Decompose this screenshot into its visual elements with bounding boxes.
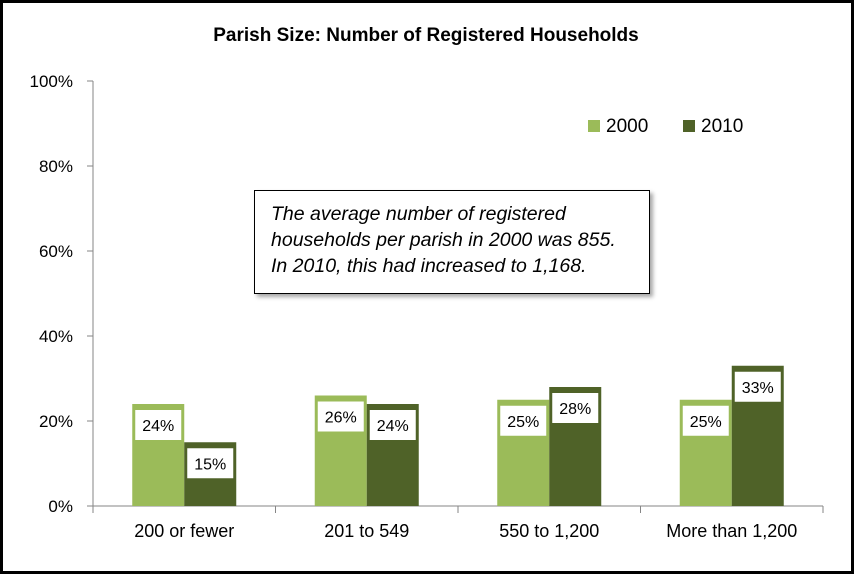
legend-label: 2010	[701, 116, 743, 137]
annotation-box: The average number of registered househo…	[254, 190, 650, 294]
chart-title: Parish Size: Number of Registered Househ…	[213, 25, 638, 46]
data-label: 15%	[194, 456, 226, 473]
legend-swatch-2010	[683, 120, 695, 132]
legend: 2000 2010	[588, 116, 743, 137]
legend-label: 2000	[606, 116, 648, 137]
x-tick-label: 550 to 1,200	[499, 521, 599, 541]
data-label: 24%	[142, 418, 174, 435]
data-label-box	[369, 410, 416, 440]
data-label: 25%	[690, 414, 722, 431]
x-tick-label: More than 1,200	[666, 521, 797, 541]
data-label-box	[500, 405, 547, 436]
y-tick-label: 20%	[39, 412, 73, 431]
x-tick-label: 201 to 549	[324, 521, 409, 541]
data-label-box	[734, 371, 781, 402]
y-tick-label: 60%	[39, 242, 73, 261]
data-label: 28%	[559, 401, 591, 418]
chart-svg: Parish Size: Number of Registered Househ…	[30, 25, 824, 541]
data-label-box	[135, 410, 182, 440]
legend-swatch-2000	[588, 120, 600, 132]
data-label-box	[187, 448, 234, 479]
data-label-box	[682, 405, 729, 436]
data-label-box	[552, 393, 599, 423]
axes: 0% 20% 40% 60% 80% 100% 200 or fewer 201 to 549…	[30, 72, 824, 541]
y-tick-label: 40%	[39, 327, 73, 346]
bars: 24% 26% 25% 25% 15% 24% 28% 33%	[132, 365, 784, 506]
data-label: 25%	[507, 414, 539, 431]
annotation-line-2: households per parish in 2000 was 855.	[271, 229, 616, 251]
annotation-line-1: The average number of registered	[271, 203, 566, 225]
y-tick-label: 80%	[39, 157, 73, 176]
data-label: 33%	[742, 380, 774, 397]
data-label-box	[317, 401, 364, 432]
data-label: 26%	[325, 410, 357, 427]
x-tick-label: 200 or fewer	[134, 521, 234, 541]
data-label: 24%	[377, 418, 409, 435]
annotation-line-3: In 2010, this had increased to 1,168.	[271, 255, 587, 277]
y-tick-label: 100%	[30, 72, 73, 91]
y-tick-label: 0%	[48, 497, 73, 516]
